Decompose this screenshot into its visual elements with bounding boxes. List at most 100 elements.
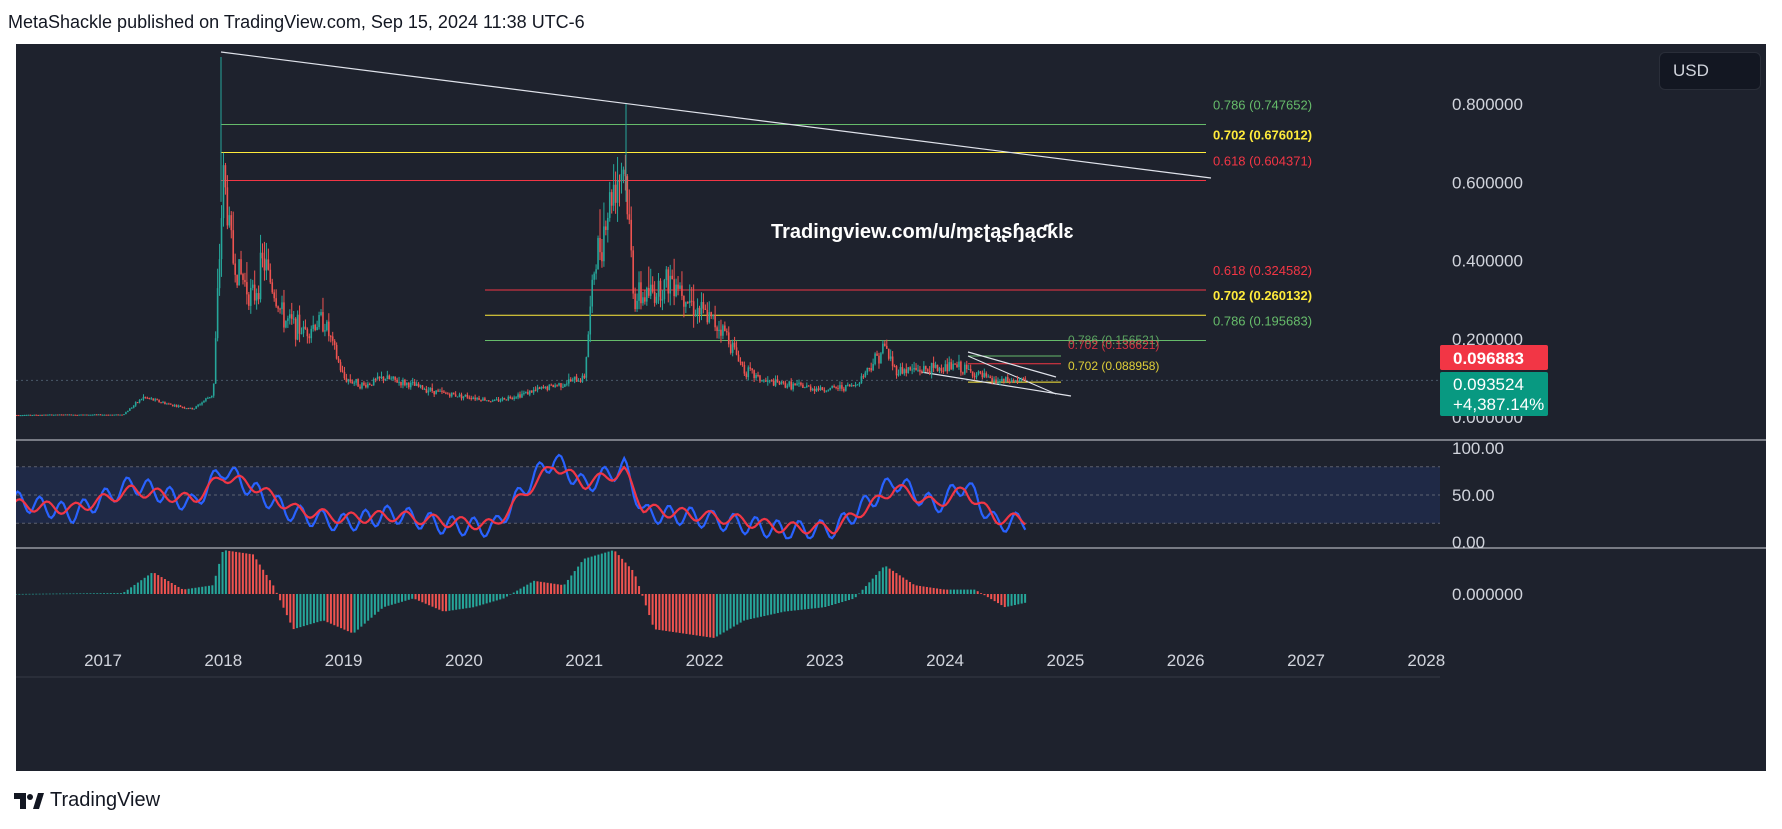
macd-bar (106, 593, 109, 594)
currency-button[interactable]: USD (1659, 52, 1761, 90)
candle-body (708, 312, 711, 323)
candle-body (285, 320, 287, 328)
candle-body (991, 378, 993, 382)
macd-bar (113, 593, 116, 594)
candle-body (339, 362, 342, 371)
macd-bar (333, 594, 336, 626)
candle-body (577, 380, 580, 382)
price-tag-red (1440, 345, 1548, 370)
macd-bar (157, 575, 160, 594)
candle-body (140, 399, 143, 401)
macd-bar (1020, 594, 1023, 604)
candle-body (388, 375, 391, 380)
candle-body (312, 324, 315, 329)
candle-body (35, 414, 37, 416)
candle-body (384, 379, 387, 381)
candle-body (415, 383, 418, 386)
candle-body (345, 378, 348, 382)
price-tick-label: 0.400000 (1452, 252, 1523, 271)
candle-body (698, 307, 701, 315)
candle-body (858, 383, 861, 385)
candle-body (341, 370, 344, 372)
candle-body (499, 400, 502, 402)
macd-bar (942, 589, 945, 594)
candle-body (909, 367, 911, 370)
macd-bar (163, 579, 166, 594)
macd-bar (736, 594, 739, 625)
candle-body (683, 295, 685, 307)
candle-body (326, 321, 328, 331)
candle-body (378, 376, 381, 378)
candle-body (686, 302, 689, 304)
candle-body (766, 380, 769, 382)
macd-bar (519, 588, 522, 594)
candle-body (1016, 380, 1019, 382)
candle-body (864, 372, 867, 377)
macd-bar (180, 588, 183, 594)
candle-body (962, 372, 964, 374)
candle-body (273, 292, 275, 299)
macd-bar (438, 594, 441, 610)
candle-body (969, 368, 972, 372)
macd-bar (759, 594, 762, 617)
macd-bar (1000, 594, 1003, 606)
macd-bar (668, 594, 671, 632)
year-tick-label: 2018 (204, 651, 242, 670)
candle-body (1008, 381, 1011, 383)
macd-bar (993, 594, 996, 602)
tradingview-brand[interactable]: TradingView (14, 789, 160, 812)
candle-body (528, 390, 531, 395)
macd-bar (966, 589, 969, 594)
candle-body (928, 371, 931, 374)
candle-body (17, 415, 20, 417)
chart-svg[interactable]: 0.786 (0.747652) 0.702 (0.676012) 0.618 (0… (11, 44, 1766, 771)
candle-body (569, 379, 572, 382)
macd-bar (624, 562, 627, 594)
macd-bar (658, 594, 661, 630)
macd-bar (238, 552, 241, 594)
candle-body (530, 390, 533, 393)
chart-area[interactable]: 0.786 (0.747652) 0.702 (0.676012) 0.618 (0… (11, 44, 1766, 771)
macd-bar (302, 594, 305, 627)
macd-bar (583, 558, 586, 594)
candle-body (435, 390, 437, 395)
macd-bar (969, 589, 972, 594)
candle-body (93, 414, 96, 416)
macd-bar (373, 594, 376, 615)
candle-body (872, 364, 874, 371)
candle-body (677, 284, 679, 289)
candle-body (349, 379, 352, 382)
candle-body (638, 282, 640, 301)
candle-body (189, 407, 192, 409)
candle-body (489, 401, 492, 403)
candle-body (640, 282, 642, 304)
candle-body (333, 340, 336, 345)
macd-bar (109, 593, 112, 594)
candle-body (283, 302, 285, 328)
candle-body (554, 385, 556, 388)
year-tick-label: 2024 (926, 651, 964, 670)
macd-bar (468, 594, 471, 608)
candle-body (841, 385, 843, 389)
macd-bar (512, 592, 515, 594)
candle-body (850, 385, 853, 387)
macd-bar (323, 594, 326, 621)
candle-body (289, 314, 291, 319)
macd-bar (228, 550, 231, 594)
candle-body (538, 387, 541, 389)
candle-body (891, 356, 894, 367)
candle-body (54, 414, 57, 416)
macd-bar (509, 594, 512, 595)
candle-body (950, 362, 952, 370)
candle-body (525, 392, 527, 394)
grid (16, 379, 1766, 678)
candle-body (829, 387, 832, 391)
candle-body (702, 301, 705, 309)
candle-body (765, 380, 767, 382)
candle-body (134, 402, 137, 406)
macd-bar (543, 582, 546, 594)
candle-body (372, 379, 375, 386)
candle-body (431, 387, 434, 392)
macd-bar (485, 594, 488, 604)
candle-body (76, 414, 78, 416)
